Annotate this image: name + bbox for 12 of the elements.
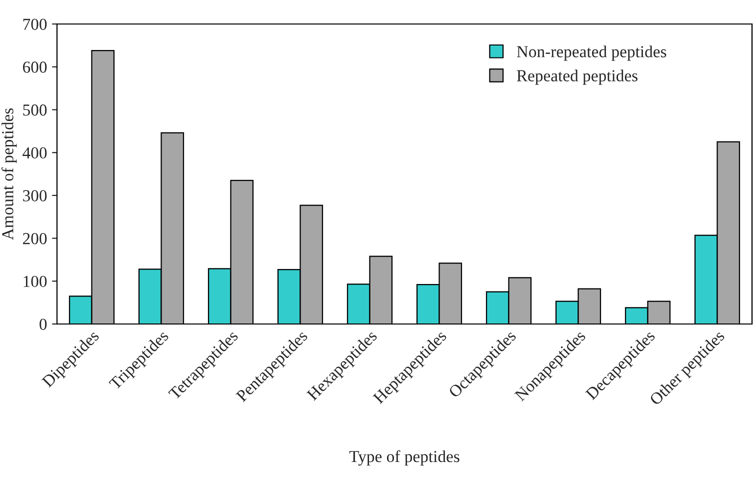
y-tick-label: 0: [40, 318, 47, 330]
y-tick-label: 300: [23, 190, 47, 202]
y-tick-label: 700: [23, 18, 47, 30]
y-tick-label: 200: [23, 232, 47, 244]
y-tick-label: 400: [22, 147, 47, 159]
legend-label: Repeated peptides: [516, 70, 638, 85]
y-tick-label: 100: [24, 276, 47, 288]
x-axis-title: Type of peptides: [349, 450, 460, 466]
y-tick-label: 600: [22, 62, 47, 73]
y-tick-label: 500: [23, 104, 47, 116]
y-axis-title: Amount of peptides: [1, 108, 17, 240]
legend-label: Non-repeated peptides: [516, 46, 666, 61]
